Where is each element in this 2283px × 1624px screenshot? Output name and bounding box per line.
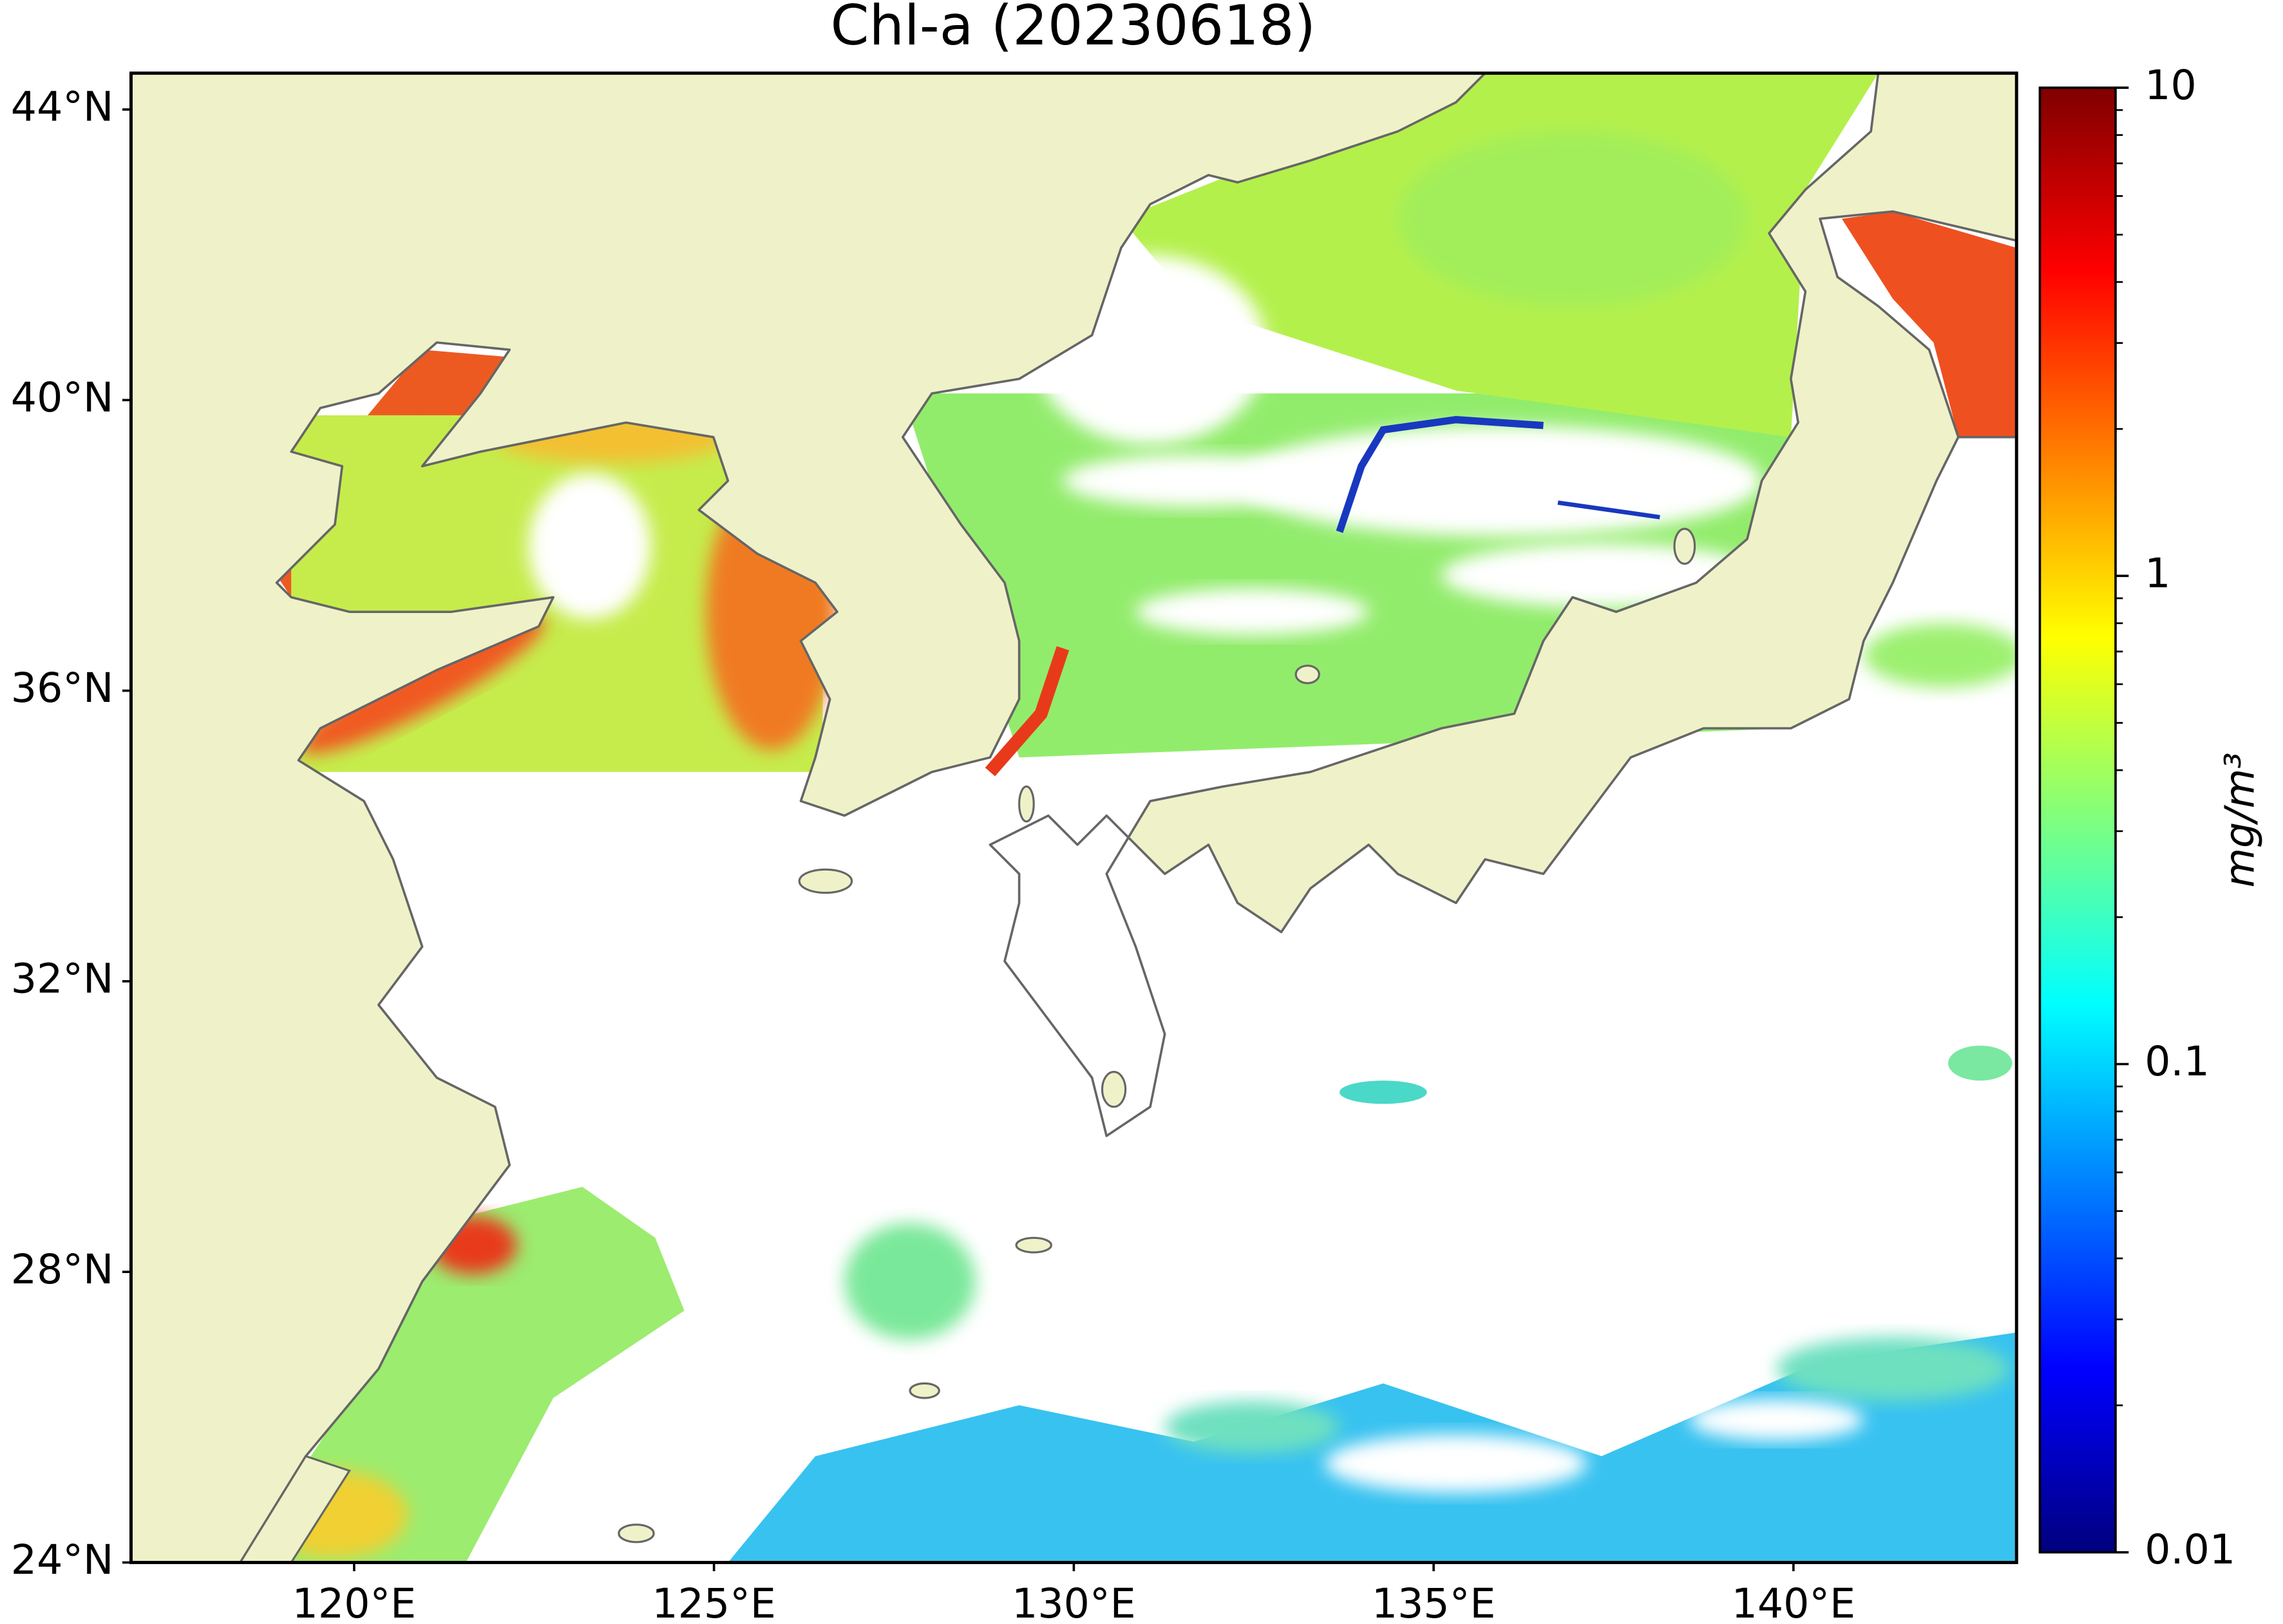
x-tick-label: 135°E: [1372, 1580, 1495, 1624]
cloud: [1063, 454, 1325, 507]
east-china-sea-patch: [240, 1187, 685, 1563]
colorbar-label: mg/m³: [2215, 752, 2263, 887]
colorbar-tick-label: 0.1: [2145, 1037, 2210, 1085]
patch: [844, 1223, 976, 1340]
y-tick-label: 40°N: [11, 373, 114, 421]
y-tick-label: 32°N: [11, 954, 114, 1002]
colorbar: [2038, 86, 2129, 1554]
cloud: [1689, 1399, 1864, 1440]
south-patch: [1776, 1337, 2009, 1401]
x-tick-label: 130°E: [1012, 1580, 1135, 1624]
island: [909, 1382, 940, 1399]
japan-sea-patch: [1397, 131, 1748, 307]
y-tick-label: 44°N: [11, 83, 114, 131]
map: [131, 73, 2017, 1563]
patch: [1339, 1081, 1427, 1104]
pacific-patch: [1863, 623, 2017, 688]
front: [1336, 416, 1544, 533]
island: [618, 1524, 655, 1544]
colorbar-tick-label: 10: [2145, 61, 2197, 109]
island: [1018, 785, 1035, 823]
x-tick-label: 120°E: [292, 1580, 416, 1624]
front: [1557, 500, 1660, 520]
y-tick-label: 28°N: [11, 1245, 114, 1293]
taiwan: [239, 1455, 352, 1563]
cloud: [528, 473, 651, 619]
island: [1101, 1070, 1127, 1108]
islands: [239, 527, 1696, 1563]
island: [1294, 665, 1320, 685]
title: Chl-a (20230618): [830, 0, 1316, 58]
island: [798, 868, 853, 894]
colorbar-tick-label: 1: [2145, 549, 2170, 597]
y-tick-label: 36°N: [11, 664, 114, 712]
okhotsk-patch: [1841, 211, 2017, 437]
cloud: [1325, 1434, 1587, 1493]
cloud: [1135, 588, 1369, 636]
island: [1673, 527, 1696, 565]
south-patch: [1164, 1401, 1340, 1453]
colorbar-tick-label: 0.01: [2145, 1525, 2235, 1573]
colorbar-gradient: [2038, 86, 2117, 1554]
island: [1015, 1236, 1052, 1254]
x-tick-label: 140°E: [1732, 1580, 1855, 1624]
x-tick-label: 125°E: [652, 1580, 775, 1624]
patch: [1948, 1045, 2013, 1081]
coastal-bloom: [985, 646, 1070, 777]
y-tick-label: 24°N: [11, 1536, 114, 1583]
